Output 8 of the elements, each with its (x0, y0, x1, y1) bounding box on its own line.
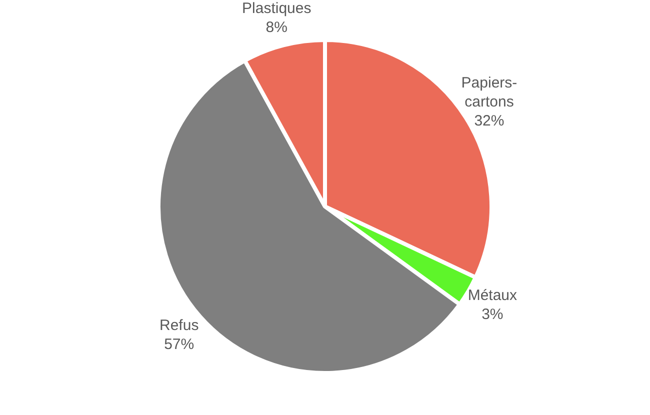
data-label: 8% (266, 18, 288, 36)
data-label: 32% (474, 112, 504, 130)
slice-label: Plastiques (242, 0, 312, 17)
slice-label: Métaux (468, 287, 518, 304)
data-label: 57% (164, 336, 194, 353)
data-label: 3% (482, 306, 504, 324)
slice-label: Papiers-cartons (461, 74, 518, 110)
slice-label: Refus (160, 316, 199, 334)
